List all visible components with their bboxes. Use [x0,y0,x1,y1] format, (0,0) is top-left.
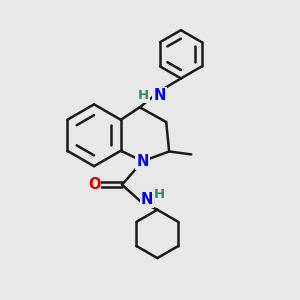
Text: N: N [154,88,166,103]
Text: N: N [141,192,153,207]
Text: H: H [138,89,149,102]
Text: O: O [88,177,100,192]
Text: H: H [153,188,164,201]
Text: N: N [136,154,149,169]
